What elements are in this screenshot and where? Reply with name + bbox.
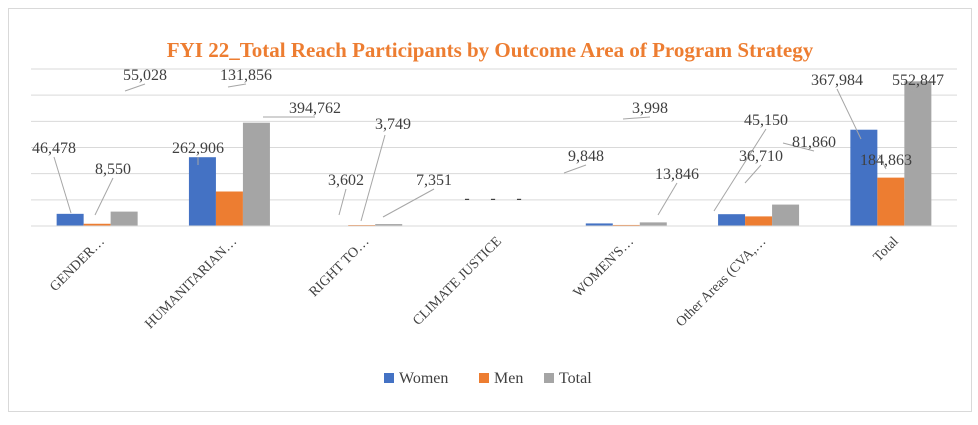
category-tick-label: RIGHT TO… xyxy=(307,234,373,300)
bar-total-0 xyxy=(110,211,138,226)
leader-line xyxy=(836,88,862,140)
leader-line xyxy=(124,83,146,92)
data-label-men-1: 131,856 xyxy=(220,67,272,84)
data-label-total-5: 81,860 xyxy=(792,134,836,151)
data-label-women-3: - xyxy=(464,190,469,207)
data-label-women-0: 46,478 xyxy=(32,140,76,157)
bar-men-4 xyxy=(612,224,640,226)
bar-men-6 xyxy=(877,177,905,226)
data-label-total-6: 552,847 xyxy=(892,72,944,89)
leader-line xyxy=(227,83,247,88)
data-label-men-4: 3,998 xyxy=(632,100,668,117)
leader-line xyxy=(563,164,587,174)
leader-line xyxy=(878,154,887,170)
data-label-total-3: - xyxy=(516,190,521,207)
bar-women-4 xyxy=(585,223,613,226)
bar-total-5 xyxy=(772,204,800,226)
bar-total-1 xyxy=(242,122,270,226)
data-label-total-1: 394,762 xyxy=(289,100,341,117)
data-label-total-4: 13,846 xyxy=(655,166,699,183)
bar-men-1 xyxy=(215,191,243,226)
chart-title: FYI 22_Total Reach Participants by Outco… xyxy=(167,38,814,62)
data-label-total-0: 55,028 xyxy=(123,67,167,84)
leader-line xyxy=(94,177,114,216)
bar-women-0 xyxy=(56,213,84,226)
leader-line xyxy=(910,88,919,92)
bar-women-6 xyxy=(850,129,878,226)
leader-line xyxy=(382,188,435,218)
category-tick-label: WOMEN'S… xyxy=(571,234,637,300)
legend-swatch-total xyxy=(544,373,554,383)
category-tick-label: Total xyxy=(871,234,902,265)
data-label-total-2: 7,351 xyxy=(416,172,452,189)
bar-total-2 xyxy=(375,224,403,226)
category-tick-label: CLIMATE JUSTICE xyxy=(410,234,504,328)
leader-line xyxy=(782,142,815,152)
category-tick-label: Other Areas (CVA,… xyxy=(673,234,769,330)
data-label-women-4: 9,848 xyxy=(568,148,604,165)
legend-label-total: Total xyxy=(559,370,592,387)
data-label-men-6: 184,863 xyxy=(860,152,912,169)
data-label-men-2: 3,602 xyxy=(328,172,364,189)
category-tick-label: HUMANITARIAN… xyxy=(142,234,240,332)
data-label-women-5: 45,150 xyxy=(744,112,788,129)
legend-label-men: Men xyxy=(494,370,523,387)
leader-line xyxy=(360,134,386,222)
leader-line xyxy=(713,128,767,212)
data-label-extra: 3,749 xyxy=(375,116,411,133)
legend-swatch-women xyxy=(384,373,394,383)
leader-line xyxy=(744,164,762,184)
leader-line xyxy=(622,116,651,120)
leader-line xyxy=(53,156,72,214)
data-label-men-0: 8,550 xyxy=(95,161,131,178)
bar-men-0 xyxy=(83,223,111,226)
bar-total-4 xyxy=(639,222,667,226)
bar-women-5 xyxy=(718,214,746,226)
leader-line xyxy=(338,188,347,216)
data-label-men-5: 36,710 xyxy=(739,148,783,165)
chart-svg: FYI 22_Total Reach Participants by Outco… xyxy=(31,38,957,387)
data-label-men-3: - xyxy=(490,190,495,207)
legend-label-women: Women xyxy=(399,370,448,387)
chart-frame: FYI 22_Total Reach Participants by Outco… xyxy=(8,8,972,412)
legend-swatch-men xyxy=(479,373,489,383)
leader-line xyxy=(657,182,678,216)
bar-women-1 xyxy=(188,157,216,226)
category-tick-label: GENDER… xyxy=(47,234,108,295)
bar-men-5 xyxy=(745,216,773,226)
data-label-women-1: 262,906 xyxy=(172,140,224,157)
data-label-women-6: 367,984 xyxy=(811,72,863,89)
bar-total-6 xyxy=(904,81,932,226)
